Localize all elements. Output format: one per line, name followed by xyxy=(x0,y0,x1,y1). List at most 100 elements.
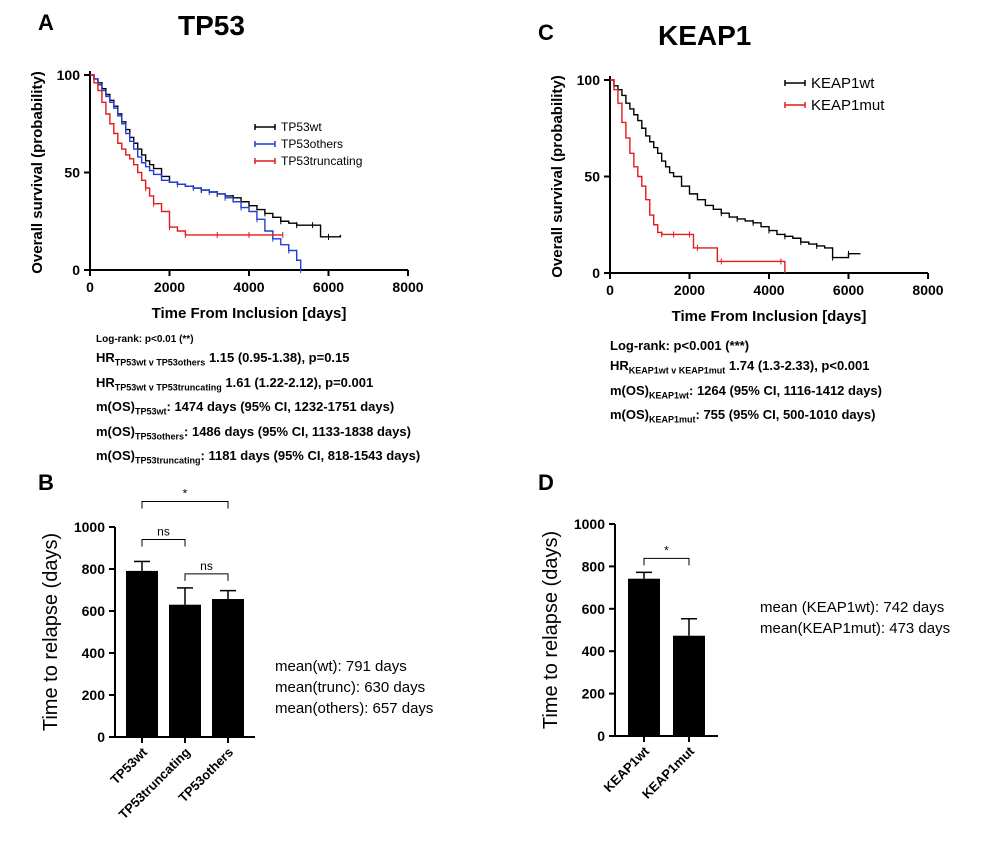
stats-block-keap1: Log-rank: p<0.001 (***) HRKEAP1wt v KEAP… xyxy=(610,336,882,430)
x-tick-label: 0 xyxy=(86,279,94,295)
mean-wt: mean(wt): 791 days xyxy=(275,658,407,675)
relapse-bar-chart-tp53: 0 200 400 600 800 1000 Time to relapse (days) T… xyxy=(40,486,255,822)
significance-label: ns xyxy=(200,559,213,573)
y-tick-label: 1000 xyxy=(74,519,105,535)
mean-keap1wt: mean (KEAP1wt): 742 days xyxy=(760,599,945,616)
logrank-tp53: Log-rank: p<0.01 (**) xyxy=(96,334,194,345)
legend-label-keap1mut: KEAP1mut xyxy=(811,97,885,114)
x-tick-label: 0 xyxy=(606,282,614,298)
hr-label: HR xyxy=(610,358,629,373)
significance-label: * xyxy=(664,543,669,557)
median-value: : 1181 days (95% CI, 818-1543 days) xyxy=(200,448,421,464)
x-tick-label: 4000 xyxy=(753,282,784,298)
x-tick-label: 2000 xyxy=(154,279,185,295)
median-subscript: TP53wt xyxy=(135,406,167,417)
legend-label-tp53others: TP53others xyxy=(281,137,343,151)
median-label: m(OS) xyxy=(96,448,135,464)
means-block-keap1: mean (KEAP1wt): 742 days mean(KEAP1mut):… xyxy=(760,597,950,639)
survival-chart-tp53: 0 50 100 0 2000 4000 6000 8000 Time From Inclusi… xyxy=(29,67,424,322)
y-tick-label: 800 xyxy=(582,558,606,574)
median-value: : 1264 (95% CI, 1116-1412 days) xyxy=(689,382,882,398)
y-tick-label: 100 xyxy=(57,67,81,83)
chart-title-keap1: KEAP1 xyxy=(658,20,752,51)
median-subscript: KEAP1wt xyxy=(649,390,690,401)
median-subscript: KEAP1mut xyxy=(649,414,696,425)
chart-title-tp53: TP53 xyxy=(178,10,245,41)
median-os-keap1wt: m(OS)KEAP1wt: 1264 (95% CI, 1116-1412 da… xyxy=(610,381,882,406)
y-axis-label: Time to relapse (days) xyxy=(40,533,62,731)
hr-tp53-truncating: HRTP53wt v TP53truncating 1.61 (1.22-2.1… xyxy=(96,373,420,398)
panel-letter-d: D xyxy=(538,470,554,495)
median-subscript: TP53others xyxy=(135,431,185,442)
bar-tp53wt xyxy=(126,570,158,737)
legend-label-tp53wt: TP53wt xyxy=(281,120,322,134)
mean-keap1mut: mean(KEAP1mut): 473 days xyxy=(760,620,951,637)
hr-label: HR xyxy=(96,374,115,390)
hr-label: HR xyxy=(96,350,115,365)
series-line-keap1mut xyxy=(610,79,786,273)
y-tick-label: 600 xyxy=(582,601,606,617)
hr-keap1: HRKEAP1wt v KEAP1mut 1.74 (1.3-2.33), p<… xyxy=(610,356,882,381)
stats-block-tp53: Log-rank: p<0.01 (**) HRTP53wt v TP53oth… xyxy=(96,332,420,471)
x-tick-label: 8000 xyxy=(392,279,423,295)
y-axis-label: Time to relapse (days) xyxy=(540,531,562,729)
y-tick-label: 50 xyxy=(584,169,600,185)
median-os-tp53others: m(OS)TP53others: 1486 days (95% CI, 1133… xyxy=(96,422,420,447)
x-axis-label: Time From Inclusion [days] xyxy=(672,308,867,325)
hr-subscript: KEAP1wt v KEAP1mut xyxy=(628,365,726,376)
median-value: : 755 (95% CI, 500-1010 days) xyxy=(695,407,876,423)
y-tick-label: 400 xyxy=(582,643,606,659)
bar-tp53others xyxy=(212,599,244,737)
median-subscript: TP53truncating xyxy=(135,455,201,466)
median-label: m(OS) xyxy=(610,407,649,423)
y-tick-label: 50 xyxy=(64,165,80,181)
y-tick-label: 0 xyxy=(72,262,80,278)
panel-letter-a: A xyxy=(38,10,54,35)
survival-chart-keap1: 0 50 100 0 2000 4000 6000 8000 Time From Inclusi… xyxy=(549,72,944,325)
means-block-tp53: mean(wt): 791 days mean(trunc): 630 days… xyxy=(275,656,433,719)
median-value: : 1486 days (95% CI, 1133-1838 days) xyxy=(184,423,411,439)
median-label: m(OS) xyxy=(96,399,135,415)
significance-bracket xyxy=(141,500,229,509)
y-tick-label: 800 xyxy=(82,561,106,577)
bar-tp53truncating xyxy=(169,604,201,737)
y-tick-label: 0 xyxy=(597,728,605,744)
y-tick-label: 0 xyxy=(97,729,105,745)
y-tick-label: 100 xyxy=(577,72,601,88)
x-tick-label: 8000 xyxy=(912,282,943,298)
x-tick-label: 6000 xyxy=(313,279,344,295)
x-tick-label: 4000 xyxy=(233,279,264,295)
x-axis-label: Time From Inclusion [days] xyxy=(152,305,347,322)
significance-bracket xyxy=(141,538,186,547)
median-os-tp53wt: m(OS)TP53wt: 1474 days (95% CI, 1232-175… xyxy=(96,397,420,422)
panel-letter-c: C xyxy=(538,20,554,45)
median-value: : 1474 days (95% CI, 1232-1751 days) xyxy=(166,399,395,415)
significance-bracket xyxy=(643,557,690,566)
mean-trunc: mean(trunc): 630 days xyxy=(275,679,426,696)
significance-bracket xyxy=(184,573,229,581)
x-tick-label: 2000 xyxy=(674,282,705,298)
significance-label: ns xyxy=(157,524,170,538)
y-tick-label: 200 xyxy=(82,687,106,703)
hr-tp53-others: HRTP53wt v TP53others 1.15 (0.95-1.38), … xyxy=(96,348,420,373)
median-label: m(OS) xyxy=(610,382,649,398)
median-label: m(OS) xyxy=(96,423,135,439)
y-tick-label: 600 xyxy=(82,603,106,619)
hr-subscript: TP53wt v TP53others xyxy=(114,357,206,368)
y-tick-label: 400 xyxy=(82,645,106,661)
series-line-tp53others xyxy=(90,74,302,270)
y-tick-label: 200 xyxy=(582,686,606,702)
significance-label: * xyxy=(183,486,188,500)
mean-others: mean(others): 657 days xyxy=(275,700,434,717)
hr-value: 1.61 (1.22-2.12), p=0.001 xyxy=(221,374,374,390)
bar-keap1wt xyxy=(628,578,660,736)
y-tick-label: 0 xyxy=(592,265,600,281)
median-os-keap1mut: m(OS)KEAP1mut: 755 (95% CI, 500-1010 day… xyxy=(610,405,882,430)
series-line-tp53truncating xyxy=(90,74,283,236)
x-tick-label-tp53wt: TP53wt xyxy=(107,744,150,787)
hr-subscript: TP53wt v TP53truncating xyxy=(114,382,222,393)
bar-keap1mut xyxy=(673,635,705,736)
y-axis-label: Overall survival (probability) xyxy=(549,75,566,278)
median-os-tp53truncating: m(OS)TP53truncating: 1181 days (95% CI, … xyxy=(96,446,420,471)
